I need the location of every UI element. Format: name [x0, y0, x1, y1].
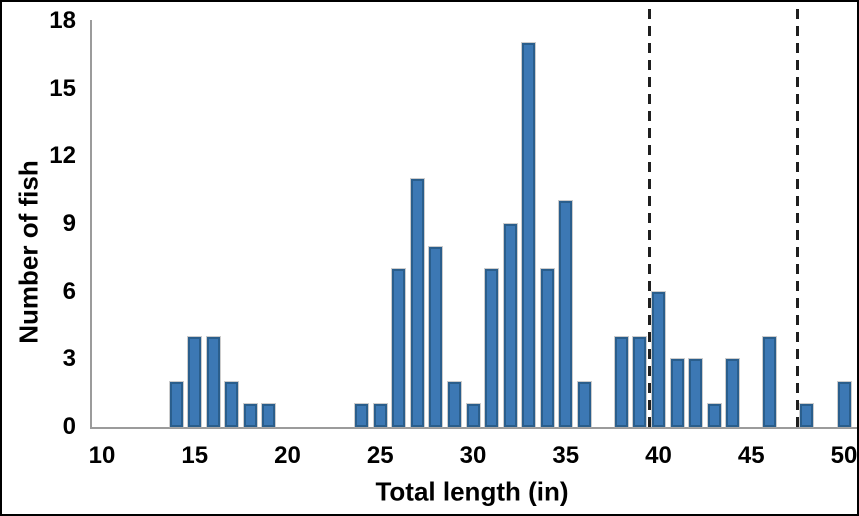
y-tick-label: 18: [49, 6, 76, 34]
y-tick-label: 3: [62, 345, 76, 373]
bar-x28: [429, 246, 443, 427]
bar-x43: [707, 404, 721, 427]
bar-x38: [614, 336, 628, 427]
bar-x44: [726, 359, 740, 427]
y-axis-title: Number of fish: [13, 160, 44, 344]
x-tick-label: 10: [88, 442, 116, 469]
x-axis-title: Total length (in): [375, 476, 569, 507]
x-axis-line: [90, 427, 857, 429]
bar-x14: [169, 381, 183, 427]
x-tick-label: 45: [737, 442, 765, 469]
bar-x34: [540, 269, 554, 427]
x-tick-label: 35: [552, 442, 580, 469]
x-tick-label: 25: [366, 442, 394, 469]
y-axis-line: [90, 20, 92, 428]
bar-x25: [373, 404, 387, 427]
bar-x32: [503, 223, 517, 427]
bar-x18: [243, 404, 257, 427]
y-tick-label: 0: [62, 413, 76, 440]
x-tick-label: 30: [459, 442, 487, 469]
bar-x42: [689, 359, 703, 427]
y-tick-label: 12: [49, 142, 76, 170]
y-tick-label: 6: [62, 277, 76, 305]
bar-x15: [188, 336, 202, 427]
bar-x31: [485, 269, 499, 427]
bar-x48: [800, 404, 814, 427]
bar-x50: [837, 381, 851, 427]
bar-x26: [392, 269, 406, 427]
bar-x16: [206, 336, 220, 427]
bar-x36: [577, 381, 591, 427]
x-tick-label: 40: [645, 442, 672, 469]
bar-x39: [633, 336, 647, 427]
bar-x27: [410, 178, 424, 427]
bar-x17: [225, 381, 239, 427]
bar-x30: [466, 404, 480, 427]
bar-x46: [763, 336, 777, 427]
y-tick-label: 9: [62, 209, 76, 237]
bar-x19: [262, 404, 276, 427]
reference-line: [796, 9, 800, 428]
y-tick-label: 15: [49, 74, 76, 102]
x-tick-label: 20: [274, 442, 301, 469]
bar-x41: [670, 359, 684, 427]
bar-x35: [559, 201, 573, 427]
x-tick-label: 15: [181, 442, 209, 469]
bar-x33: [522, 43, 536, 427]
x-tick-label: 50: [830, 442, 858, 469]
bar-x40: [652, 291, 665, 427]
bar-x29: [447, 381, 461, 427]
reference-line: [647, 9, 651, 428]
bar-x24: [355, 404, 369, 427]
